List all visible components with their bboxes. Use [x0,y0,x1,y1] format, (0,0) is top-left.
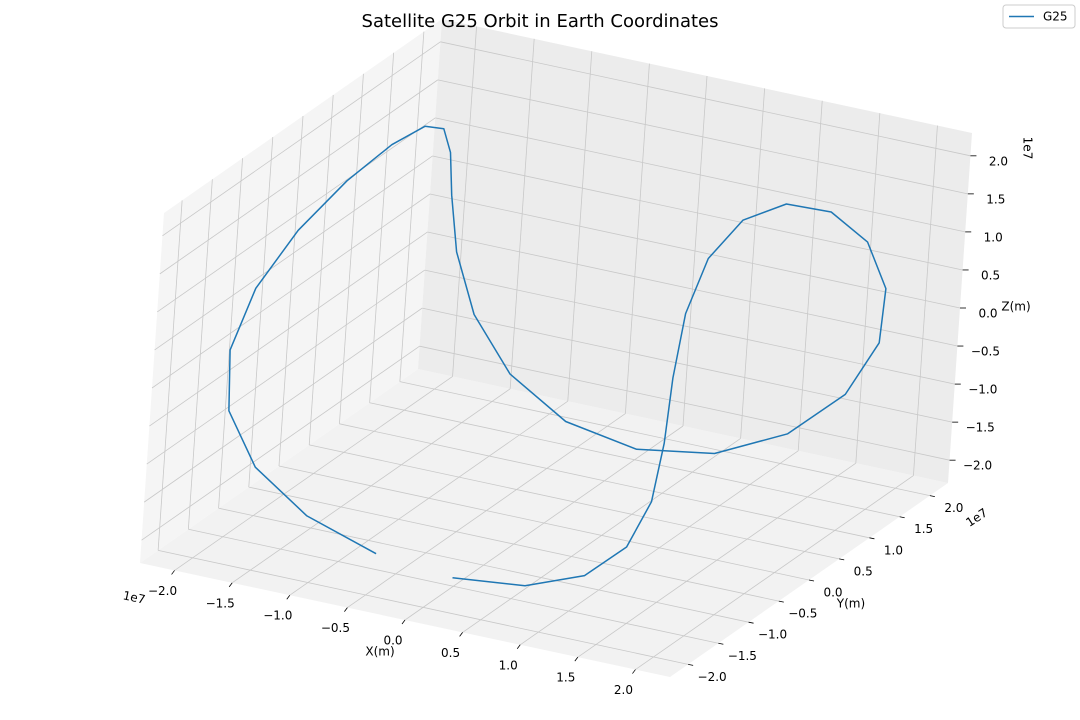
y-tick-label: −0.5 [788,607,817,621]
z-tick-label: −2.0 [963,459,992,473]
tick-mark [344,607,348,612]
z-axis-label: Z(m) [1001,300,1030,314]
x-axis-label: X(m) [365,645,394,659]
grid-line [149,231,428,427]
y-tick-label: 1.5 [914,522,933,536]
x-tick-label: 2.0 [614,683,633,697]
orbit-line [228,125,887,587]
tick-mark [459,632,463,637]
tick-mark [808,579,815,582]
tick-mark [516,644,521,650]
plot [228,125,887,587]
z-tick-label: 1.5 [986,192,1005,206]
legend-label: G25 [1043,10,1068,24]
grid-line [440,41,971,157]
grid-line [437,79,968,195]
grid-line [188,528,719,644]
grid-line [218,507,749,623]
grid-line [159,79,439,275]
legend-box [1002,4,1076,29]
y-offset-label: 1e7 [963,506,990,530]
tick-mark [632,669,636,674]
x-tick-label: 0.0 [383,634,402,648]
grid-line [156,117,436,313]
tick-mark [228,582,233,588]
grid-line [158,549,689,665]
grid-line [429,193,961,309]
grid-line [435,117,966,233]
y-tick-label: 0.5 [854,564,873,578]
x-tick-label: −0.5 [321,621,350,635]
grid-line [146,269,426,465]
z-tick-label: 1.0 [984,230,1003,244]
tick-mark [899,516,905,519]
z-tick-label: 0.0 [978,307,997,321]
tick-mark [401,619,406,625]
z-offset-label: 1e7 [1021,137,1035,160]
grid-line [432,155,963,271]
x-tick-label: −2.0 [148,584,177,598]
z-tick-label: −1.5 [966,421,995,435]
grid-line [422,307,953,423]
tick-mark [869,537,875,540]
tick-mark [171,570,175,575]
y-tick-label: 0.0 [823,586,842,600]
y-axis-label: Y(m) [836,597,865,611]
grid-line [141,345,420,541]
grid-line [248,486,779,602]
z-tick-label: 2.0 [989,154,1008,168]
tick-mark [929,495,935,498]
grid-line [339,423,870,539]
y-tick-label: −1.5 [728,649,757,663]
tick-mark [748,621,754,624]
x-offset-label: 1e7 [122,588,147,606]
grid-line [162,41,441,237]
tick-mark [778,600,784,603]
x-tick-label: 0.5 [441,646,460,660]
y-tick-label: −2.0 [698,670,727,684]
z-tick-label: 0.5 [981,268,1000,282]
grid-line [369,402,900,518]
legend: G25 [1002,4,1076,29]
tick-mark [718,642,724,645]
x-tick-label: −1.0 [263,609,292,623]
y-tick-label: 1.0 [884,543,903,557]
z-tick-label: −0.5 [971,345,1000,359]
x-tick-label: −1.5 [206,596,235,610]
grid-line [143,307,423,503]
tick-mark [839,558,845,561]
chart-title: Satellite G25 Orbit in Earth Coordinates [362,11,719,32]
z-tick-label: −1.0 [968,383,997,397]
tick-mark [688,663,694,666]
y-tick-label: −1.0 [758,628,787,642]
grid-line [419,345,950,461]
tick-mark [286,594,291,600]
grid-line [151,193,431,389]
x-tick-label: 1.0 [499,658,518,672]
grid-line [278,465,810,581]
grid-line [154,155,433,351]
grid-line [427,231,958,347]
tick-mark [574,656,579,662]
grid [141,26,977,674]
panes [140,19,972,677]
x-tick-label: 1.5 [556,671,575,685]
grid-line [424,269,955,385]
grid-line [309,444,840,560]
y-tick-label: 2.0 [944,501,963,515]
